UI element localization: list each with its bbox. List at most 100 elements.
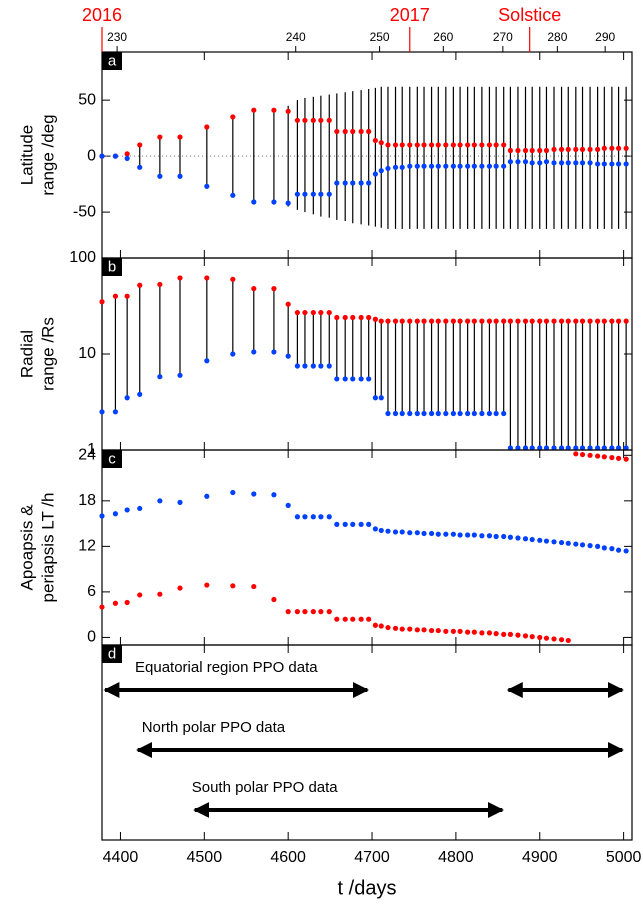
data-point <box>99 604 105 610</box>
data-point <box>529 634 535 640</box>
data-point <box>457 142 463 148</box>
data-point <box>507 159 514 165</box>
data-point <box>623 445 629 451</box>
data-point <box>609 318 615 324</box>
data-point <box>595 146 601 153</box>
data-point <box>378 168 384 174</box>
arrow-label: North polar PPO data <box>142 719 286 736</box>
data-point <box>350 616 356 622</box>
data-point <box>407 142 413 148</box>
data-point <box>124 151 130 157</box>
data-point <box>157 173 163 179</box>
data-point <box>414 530 420 536</box>
data-point <box>465 163 471 169</box>
data-point <box>302 609 308 615</box>
data-point <box>435 531 441 537</box>
data-point <box>522 633 529 639</box>
data-point <box>558 539 565 546</box>
data-point <box>271 349 277 355</box>
data-point <box>326 363 332 369</box>
data-point <box>615 455 622 461</box>
data-point <box>230 583 236 589</box>
data-point <box>501 142 507 148</box>
data-point <box>465 410 471 417</box>
data-point <box>543 445 550 451</box>
orbit-tick-label: 290 <box>595 30 615 44</box>
data-point <box>350 376 356 382</box>
data-point <box>579 318 586 324</box>
panel-label: b <box>108 258 116 275</box>
data-point <box>310 363 316 369</box>
data-point <box>522 147 529 154</box>
data-point <box>551 318 557 324</box>
data-point <box>465 318 471 324</box>
data-point <box>112 293 119 299</box>
data-point <box>479 318 485 324</box>
data-point <box>573 146 579 153</box>
data-point <box>251 583 257 590</box>
panel-frame <box>101 51 633 259</box>
data-point <box>157 281 163 288</box>
data-point <box>137 282 143 288</box>
data-point <box>579 445 586 451</box>
y-axis-title: range /deg <box>38 114 57 195</box>
data-point <box>177 275 183 281</box>
data-point <box>529 445 535 451</box>
data-point <box>595 453 601 459</box>
data-point <box>358 616 364 622</box>
y-axis-title: Radial <box>17 330 36 378</box>
data-point <box>501 410 507 417</box>
data-point <box>124 155 130 161</box>
data-point <box>294 117 300 123</box>
data-point <box>342 128 348 135</box>
y-tick-label: 24 <box>78 447 96 464</box>
data-point <box>385 142 391 148</box>
data-point <box>579 146 586 153</box>
data-point <box>385 528 391 534</box>
data-point <box>601 545 607 551</box>
data-point <box>428 142 435 148</box>
data-point <box>537 445 543 451</box>
data-point <box>302 309 308 316</box>
data-point <box>326 309 332 316</box>
data-point <box>372 526 378 532</box>
data-point <box>623 145 629 151</box>
y-tick-label: 18 <box>78 492 96 509</box>
data-point <box>124 599 130 606</box>
data-point <box>579 542 586 548</box>
data-point <box>342 180 348 186</box>
orbit-tick-label: 240 <box>286 30 306 44</box>
data-point <box>479 163 485 169</box>
data-point <box>493 142 499 148</box>
data-point <box>385 410 391 417</box>
data-point <box>157 134 163 140</box>
y-tick-label: 6 <box>87 583 96 600</box>
data-point <box>471 410 477 417</box>
data-point <box>457 410 463 417</box>
y-axis-title: range /Rs <box>38 317 57 391</box>
data-point <box>421 163 427 169</box>
y-tick-label: 10 <box>78 345 96 362</box>
panel-label: a <box>108 52 117 69</box>
data-point <box>285 609 291 615</box>
data-point <box>486 318 493 324</box>
data-point <box>112 153 119 159</box>
data-point <box>285 353 291 359</box>
data-point <box>565 637 571 644</box>
data-point <box>587 452 593 458</box>
data-point <box>623 318 629 324</box>
data-point <box>414 142 420 148</box>
data-point <box>318 363 324 369</box>
data-point <box>372 137 378 144</box>
data-point <box>326 609 332 615</box>
data-point <box>407 410 413 417</box>
data-point <box>230 276 236 282</box>
data-point <box>358 521 364 527</box>
data-point <box>99 513 105 519</box>
data-point <box>522 536 529 542</box>
data-point <box>595 161 601 167</box>
data-point <box>204 124 210 130</box>
data-point <box>609 454 615 461</box>
y-tick-label: 12 <box>78 538 96 555</box>
panel-label: c <box>108 450 116 467</box>
